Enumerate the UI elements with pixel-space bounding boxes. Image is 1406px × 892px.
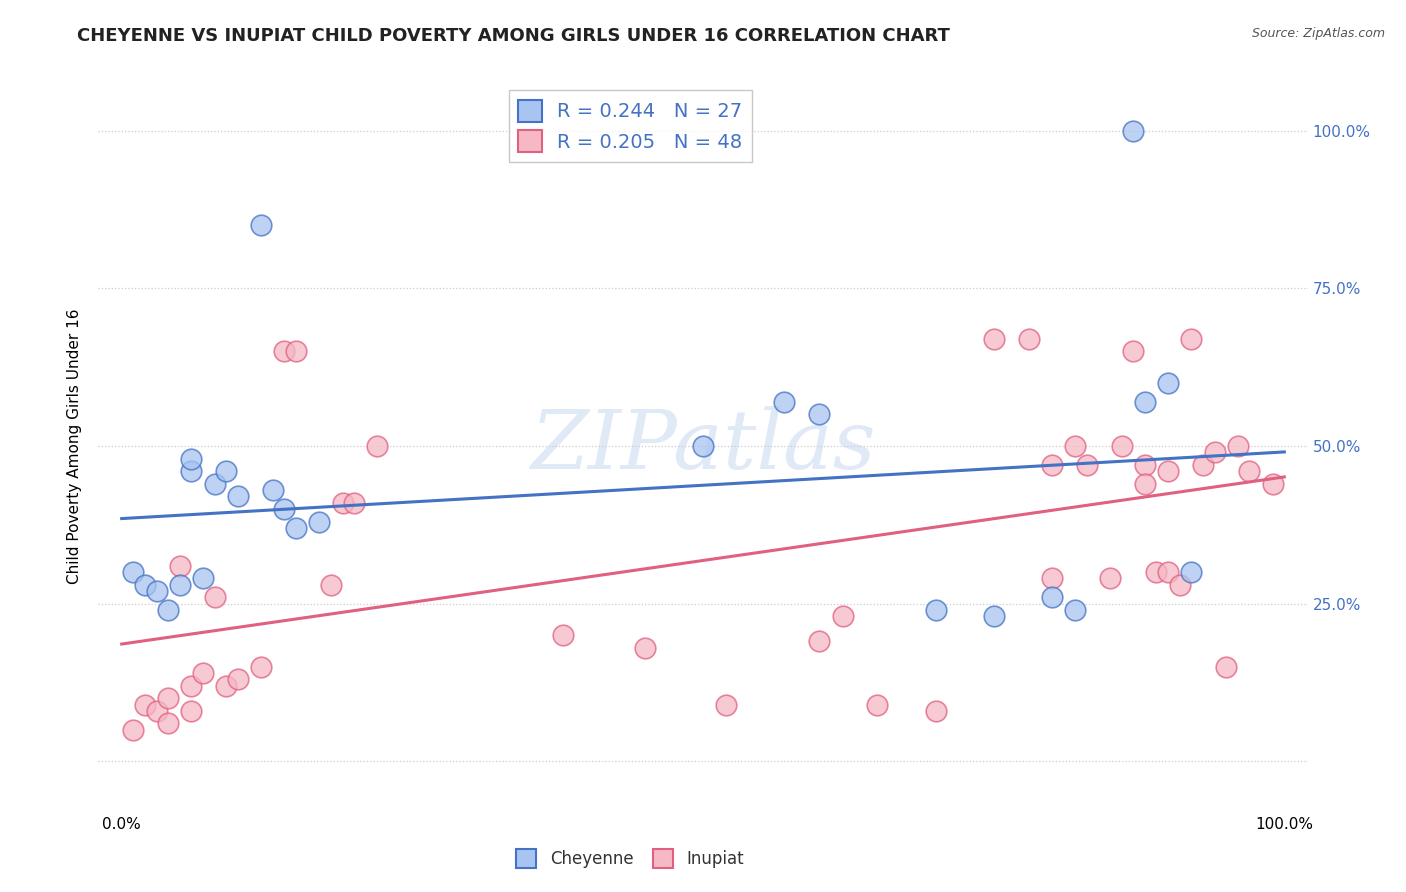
Legend: Cheyenne, Inupiat: Cheyenne, Inupiat bbox=[508, 840, 752, 877]
Point bbox=[332, 496, 354, 510]
Point bbox=[250, 659, 273, 673]
Point bbox=[1133, 458, 1156, 472]
Point bbox=[716, 698, 738, 712]
Point bbox=[831, 609, 853, 624]
Point bbox=[180, 464, 202, 478]
Point bbox=[308, 515, 330, 529]
Point bbox=[1239, 464, 1261, 478]
Point bbox=[1157, 565, 1180, 579]
Point bbox=[169, 558, 191, 573]
Point bbox=[808, 634, 831, 648]
Point bbox=[180, 704, 202, 718]
Point bbox=[204, 476, 226, 491]
Text: ZIPatlas: ZIPatlas bbox=[530, 406, 876, 486]
Point bbox=[692, 439, 714, 453]
Point bbox=[924, 704, 946, 718]
Point bbox=[983, 609, 1005, 624]
Point bbox=[122, 565, 145, 579]
Point bbox=[1133, 476, 1156, 491]
Y-axis label: Child Poverty Among Girls Under 16: Child Poverty Among Girls Under 16 bbox=[67, 309, 83, 583]
Point bbox=[134, 578, 156, 592]
Point bbox=[1180, 332, 1202, 346]
Point bbox=[1040, 571, 1063, 585]
Point bbox=[366, 439, 388, 453]
Point bbox=[169, 578, 191, 592]
Point bbox=[285, 521, 308, 535]
Point bbox=[226, 490, 249, 504]
Point bbox=[145, 584, 167, 599]
Point bbox=[553, 628, 575, 642]
Point bbox=[180, 679, 202, 693]
Point bbox=[191, 571, 214, 585]
Point bbox=[273, 344, 295, 359]
Point bbox=[157, 691, 180, 706]
Point bbox=[924, 603, 946, 617]
Point bbox=[1157, 464, 1180, 478]
Point bbox=[1040, 591, 1063, 605]
Point bbox=[285, 344, 308, 359]
Text: Source: ZipAtlas.com: Source: ZipAtlas.com bbox=[1251, 27, 1385, 40]
Point bbox=[157, 603, 180, 617]
Point bbox=[1133, 395, 1156, 409]
Point bbox=[1040, 458, 1063, 472]
Point bbox=[319, 578, 342, 592]
Point bbox=[866, 698, 889, 712]
Point bbox=[1226, 439, 1249, 453]
Point bbox=[1122, 124, 1144, 138]
Point bbox=[191, 665, 214, 680]
Point bbox=[1204, 445, 1226, 459]
Point bbox=[262, 483, 284, 497]
Point bbox=[1168, 578, 1191, 592]
Point bbox=[634, 640, 657, 655]
Point bbox=[273, 502, 295, 516]
Point bbox=[1180, 565, 1202, 579]
Point bbox=[1215, 659, 1237, 673]
Point bbox=[1157, 376, 1180, 390]
Point bbox=[134, 698, 156, 712]
Point bbox=[343, 496, 366, 510]
Point bbox=[1144, 565, 1167, 579]
Point bbox=[808, 408, 831, 422]
Point bbox=[215, 464, 238, 478]
Point bbox=[983, 332, 1005, 346]
Point bbox=[122, 723, 145, 737]
Point bbox=[1192, 458, 1215, 472]
Point bbox=[226, 673, 249, 687]
Point bbox=[1064, 439, 1087, 453]
Point bbox=[773, 395, 796, 409]
Point bbox=[1098, 571, 1121, 585]
Point bbox=[250, 219, 273, 233]
Point bbox=[145, 704, 167, 718]
Point bbox=[204, 591, 226, 605]
Point bbox=[180, 451, 202, 466]
Point bbox=[157, 716, 180, 731]
Text: CHEYENNE VS INUPIAT CHILD POVERTY AMONG GIRLS UNDER 16 CORRELATION CHART: CHEYENNE VS INUPIAT CHILD POVERTY AMONG … bbox=[77, 27, 950, 45]
Point bbox=[1111, 439, 1133, 453]
Point bbox=[1018, 332, 1040, 346]
Point bbox=[1076, 458, 1098, 472]
Point bbox=[1261, 476, 1284, 491]
Point bbox=[1064, 603, 1087, 617]
Point bbox=[1122, 344, 1144, 359]
Point bbox=[215, 679, 238, 693]
